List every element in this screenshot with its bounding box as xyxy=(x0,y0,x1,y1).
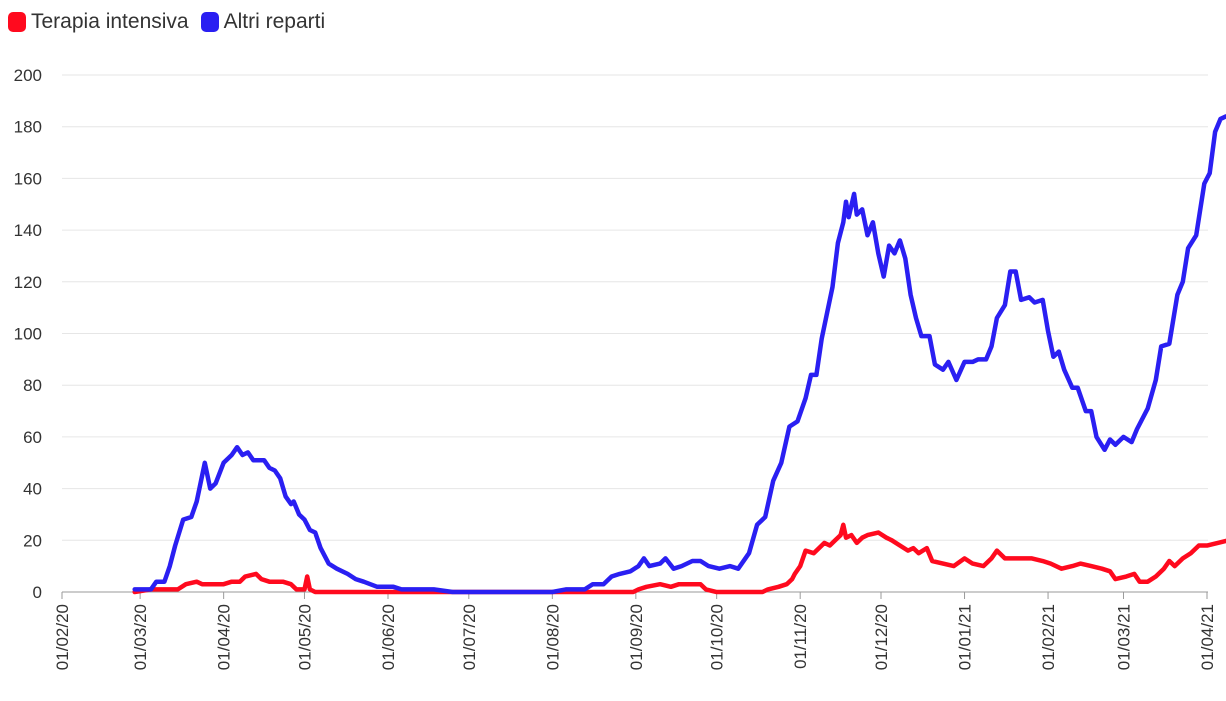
x-tick-label: 01/04/20 xyxy=(215,604,234,670)
y-tick-label: 140 xyxy=(14,221,42,240)
x-tick-label: 01/09/20 xyxy=(627,604,646,670)
y-tick-label: 20 xyxy=(23,531,42,550)
legend-label: Terapia intensiva xyxy=(31,10,189,33)
y-axis: 0 20 40 60 80 100 120 140 160 180 200 xyxy=(14,66,42,602)
y-tick-label: 100 xyxy=(14,325,42,344)
x-tick-label: 01/10/20 xyxy=(708,604,727,670)
x-tick-label: 01/02/21 xyxy=(1039,604,1058,670)
x-tick-label: 01/03/21 xyxy=(1114,604,1133,670)
x-tick-label: 01/03/20 xyxy=(131,604,150,670)
series-lines xyxy=(132,114,1226,595)
x-axis: 01/02/20 01/03/20 01/04/20 01/05/20 01/06/20… xyxy=(53,592,1217,670)
y-tick-label: 180 xyxy=(14,118,42,137)
x-tick-label: 01/11/20 xyxy=(791,604,810,669)
legend-label: Altri reparti xyxy=(223,10,326,33)
legend-item-terapia-intensiva[interactable]: Terapia intensiva xyxy=(8,10,189,34)
x-tick-label: 01/02/20 xyxy=(53,604,72,670)
x-tick-label: 01/07/20 xyxy=(460,604,479,670)
y-tick-label: 60 xyxy=(23,428,42,447)
x-tick-label: 01/08/20 xyxy=(543,604,562,670)
y-tick-label: 40 xyxy=(23,480,42,499)
y-tick-label: 160 xyxy=(14,169,42,188)
series-line xyxy=(132,114,1226,595)
y-tick-label: 80 xyxy=(23,376,42,395)
series-line xyxy=(132,522,1226,595)
x-tick-label: 01/12/20 xyxy=(872,604,891,670)
legend-swatch-blue xyxy=(200,12,219,32)
legend-item-altri-reparti[interactable]: Altri reparti xyxy=(200,10,326,34)
y-tick-label: 200 xyxy=(14,66,42,85)
x-tick-label: 01/01/21 xyxy=(956,604,975,670)
y-tick-label: 0 xyxy=(33,583,42,602)
legend: Terapia intensiva Altri reparti xyxy=(8,10,325,34)
legend-swatch-red xyxy=(8,12,26,32)
grid xyxy=(62,74,1208,593)
x-tick-label: 01/06/20 xyxy=(379,604,398,670)
x-tick-label: 01/04/21 xyxy=(1198,604,1217,670)
x-tick-label: 01/05/20 xyxy=(295,604,314,670)
y-tick-label: 120 xyxy=(14,273,42,292)
